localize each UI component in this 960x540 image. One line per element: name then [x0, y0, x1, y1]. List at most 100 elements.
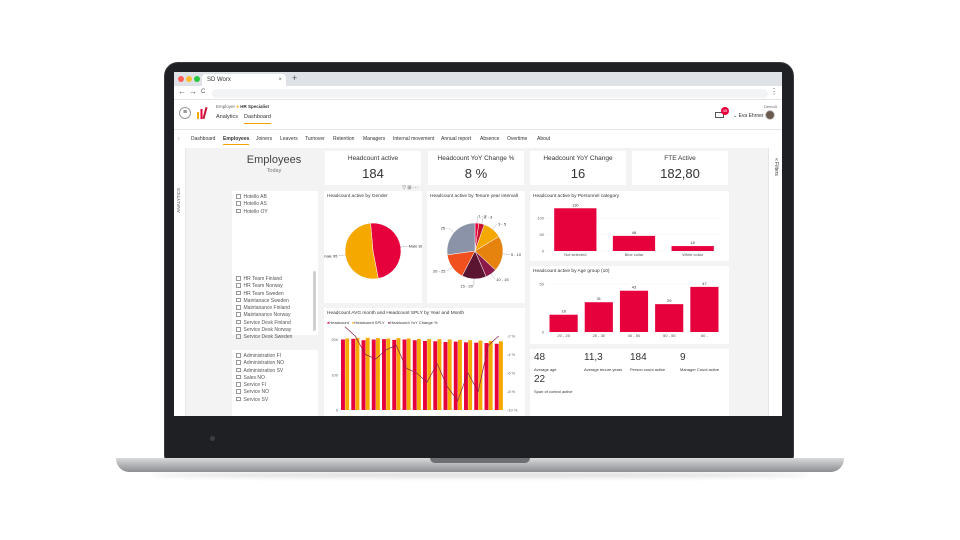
- bar[interactable]: [355, 338, 360, 410]
- bar[interactable]: [690, 286, 719, 332]
- department-item[interactable]: Service NO: [232, 389, 318, 396]
- tenure-pie[interactable]: 1 - 22 - 3 3 - 5 5 - 10 10 - 15 15 - 20 20 - …: [427, 201, 525, 301]
- bar[interactable]: [619, 290, 649, 332]
- checkbox-icon[interactable]: [236, 276, 241, 281]
- bar[interactable]: [416, 338, 421, 410]
- hamburger-menu-icon[interactable]: ≡: [179, 107, 191, 119]
- close-window-icon[interactable]: [178, 76, 184, 82]
- company-item[interactable]: Hotello AB: [232, 194, 318, 201]
- browser-menu-icon[interactable]: ⋮: [770, 87, 778, 96]
- checkbox-icon[interactable]: [236, 194, 241, 199]
- bar[interactable]: [457, 339, 462, 410]
- checkbox-icon[interactable]: [236, 305, 241, 310]
- yoy-change-line[interactable]: [344, 326, 499, 402]
- tab-leavers[interactable]: Leavers: [280, 136, 298, 142]
- bar[interactable]: [474, 342, 479, 410]
- bar[interactable]: [351, 338, 356, 410]
- bar[interactable]: [488, 340, 493, 410]
- tab-close-icon[interactable]: ×: [278, 77, 282, 83]
- bar[interactable]: [392, 339, 397, 410]
- checkbox-icon[interactable]: [236, 367, 241, 373]
- checkbox-icon[interactable]: [236, 283, 241, 288]
- checkbox-icon[interactable]: [236, 297, 241, 303]
- tab-dashboard-page[interactable]: Dashboard: [191, 136, 216, 142]
- bar[interactable]: [386, 338, 391, 410]
- checkbox-icon[interactable]: [236, 334, 241, 339]
- browser-tab[interactable]: SD Worx ×: [202, 74, 286, 86]
- checkbox-icon[interactable]: [236, 290, 241, 296]
- breadcrumb-role[interactable]: HR Specialist: [240, 104, 270, 109]
- bar[interactable]: [612, 235, 656, 251]
- visual-header-icons[interactable]: ▽ ⊞ ···: [402, 185, 418, 191]
- minimize-window-icon[interactable]: [186, 76, 192, 82]
- checkbox-icon[interactable]: [236, 396, 241, 402]
- team-item[interactable]: Service Desk Sweden: [232, 334, 318, 341]
- bar[interactable]: [437, 339, 442, 410]
- tab-absence[interactable]: Absence: [480, 136, 500, 142]
- bar[interactable]: [375, 338, 380, 410]
- bar[interactable]: [443, 341, 448, 410]
- bar[interactable]: [423, 340, 427, 410]
- checkbox-icon[interactable]: [236, 374, 241, 380]
- bar[interactable]: [554, 208, 597, 251]
- tab-about[interactable]: About: [537, 136, 551, 142]
- bar[interactable]: [447, 339, 452, 410]
- bar[interactable]: [549, 314, 578, 332]
- bar[interactable]: [382, 339, 386, 410]
- reload-icon[interactable]: C: [201, 89, 206, 95]
- team-item[interactable]: Maintanace Sweden: [232, 297, 318, 305]
- bar[interactable]: [406, 338, 411, 410]
- filters-collapse-icon[interactable]: «: [773, 158, 779, 161]
- bar[interactable]: [365, 337, 370, 410]
- breadcrumb-employer[interactable]: Employer: [216, 104, 236, 109]
- tab-retention[interactable]: Retention: [333, 136, 355, 142]
- department-item[interactable]: Administration FI: [232, 353, 318, 360]
- bar[interactable]: [371, 339, 376, 410]
- team-item[interactable]: HR Team Sweden: [232, 290, 318, 298]
- company-item[interactable]: Hotello OY: [232, 208, 318, 216]
- checkbox-icon[interactable]: [236, 208, 241, 214]
- team-item[interactable]: HR Team Finland: [232, 276, 318, 283]
- team-item[interactable]: Maintanance Norway: [232, 312, 318, 319]
- bar[interactable]: [361, 340, 366, 410]
- avatar[interactable]: [765, 110, 775, 120]
- bar[interactable]: [484, 343, 489, 410]
- bar[interactable]: [341, 339, 345, 410]
- department-item[interactable]: Service FI: [232, 382, 318, 389]
- age-bars[interactable]: 0 50 18 20 - 25 31 25 - 30 43 40 - 50 29 50 - 55 4…: [530, 274, 729, 344]
- filters-pane[interactable]: « Filters: [768, 148, 782, 416]
- tab-joiners[interactable]: Joiners: [256, 136, 273, 142]
- department-item[interactable]: Administration NO: [232, 360, 318, 367]
- gender-pie[interactable]: Male 89 Female 95: [324, 201, 422, 301]
- checkbox-icon[interactable]: [236, 382, 241, 387]
- tab-managers[interactable]: Managers: [363, 136, 386, 142]
- bar[interactable]: [412, 340, 417, 410]
- pie-slice[interactable]: [474, 236, 504, 271]
- checkbox-icon[interactable]: [236, 360, 241, 365]
- team-item[interactable]: HR Team Norway: [232, 283, 318, 290]
- month-combo[interactable]: 0 100 200 -2 % -4 % -6 % -8 % -10 %: [324, 326, 525, 416]
- tab-employees[interactable]: Employees: [223, 136, 250, 145]
- maximize-window-icon[interactable]: [194, 76, 200, 82]
- team-item[interactable]: Service Desk Norway: [232, 327, 318, 334]
- bar[interactable]: [655, 304, 684, 332]
- tab-dashboard[interactable]: Dashboard: [244, 114, 271, 124]
- checkbox-icon[interactable]: [236, 389, 241, 394]
- tab-analytics[interactable]: Analytics: [216, 114, 239, 120]
- pie-slice[interactable]: [446, 222, 476, 256]
- checkbox-icon[interactable]: [236, 201, 241, 206]
- bar[interactable]: [433, 341, 438, 410]
- team-item[interactable]: Maintanance Finland: [232, 305, 318, 312]
- bar[interactable]: [498, 341, 503, 410]
- mail-icon[interactable]: [715, 112, 724, 118]
- checkbox-icon[interactable]: [236, 353, 241, 358]
- checkbox-icon[interactable]: [236, 327, 241, 332]
- company-item[interactable]: Hotello AS: [232, 201, 318, 208]
- bar[interactable]: [468, 340, 473, 410]
- bar[interactable]: [345, 338, 350, 410]
- checkbox-icon[interactable]: [236, 319, 241, 325]
- bar[interactable]: [494, 343, 499, 410]
- bar[interactable]: [584, 302, 613, 332]
- personnel-bars[interactable]: 0 50 100 130 Not selected 46 Blue collar 15 Whit…: [530, 199, 729, 261]
- forward-icon[interactable]: →: [189, 87, 197, 96]
